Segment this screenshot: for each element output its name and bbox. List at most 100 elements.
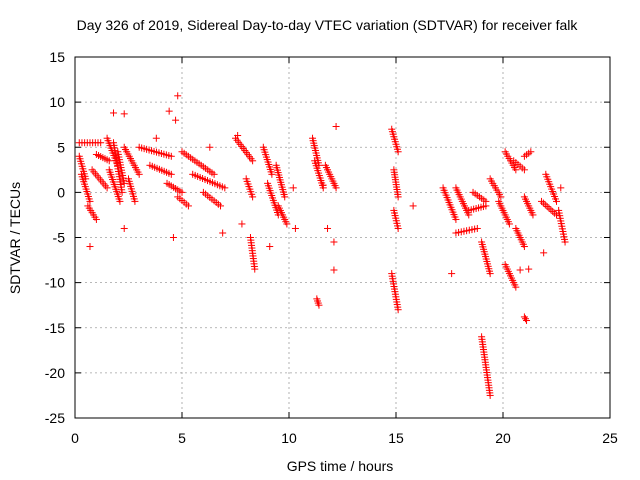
x-tick-label: 10 [281, 430, 297, 446]
data-point [452, 215, 460, 223]
data-point [217, 202, 225, 210]
data-point [486, 270, 494, 278]
data-point [538, 197, 546, 205]
data-point [394, 193, 402, 201]
data-point [86, 243, 94, 251]
points-layer [75, 92, 569, 399]
chart-title: Day 326 of 2019, Sidereal Day-to-day VTE… [77, 17, 579, 33]
data-point [135, 170, 143, 178]
data-point [206, 143, 214, 151]
data-point [110, 109, 118, 117]
data-point [545, 204, 553, 212]
data-point [234, 132, 242, 140]
data-point [529, 211, 537, 219]
data-point [520, 313, 528, 321]
data-point [547, 206, 555, 214]
data-point [394, 306, 402, 314]
data-point [541, 201, 549, 209]
data-point [105, 157, 113, 165]
data-point [543, 202, 551, 210]
data-point [221, 184, 229, 192]
data-point [516, 266, 524, 274]
data-point [172, 116, 180, 124]
data-point [324, 224, 332, 232]
data-point [97, 139, 105, 147]
data-point [210, 170, 218, 178]
data-point [219, 229, 227, 237]
data-point [330, 266, 338, 274]
x-tick-label: 20 [495, 430, 511, 446]
y-tick-label: -5 [53, 230, 66, 246]
data-point [249, 157, 257, 165]
y-tick-label: -10 [45, 275, 65, 291]
data-point [473, 224, 481, 232]
data-point [281, 193, 289, 201]
data-point [86, 197, 94, 205]
plot-frame [74, 56, 611, 419]
x-tick-label: 5 [178, 430, 186, 446]
y-tick-label: 10 [49, 94, 65, 110]
data-point [561, 238, 569, 246]
data-point [249, 193, 257, 201]
data-point [169, 234, 177, 241]
x-tick-label: 25 [602, 430, 618, 446]
data-point [283, 220, 291, 228]
data-point [520, 166, 528, 174]
data-point [291, 224, 299, 232]
data-point [174, 92, 182, 100]
data-point [505, 220, 513, 228]
data-point [512, 166, 520, 174]
grid-layer [75, 57, 610, 418]
data-point [315, 301, 323, 309]
data-point [103, 184, 111, 192]
data-point [527, 148, 535, 156]
y-tick-label: 15 [49, 49, 65, 65]
data-point [549, 208, 557, 216]
data-point [332, 184, 340, 192]
data-point [167, 152, 175, 160]
y-tick-label: -20 [45, 365, 65, 381]
data-point [521, 315, 529, 323]
data-point [394, 148, 402, 156]
data-point [131, 197, 139, 205]
data-point [525, 265, 533, 273]
data-point [266, 243, 274, 251]
y-tick-label: 5 [57, 139, 65, 155]
data-point [184, 202, 192, 210]
data-point [497, 193, 505, 201]
x-axis-label: GPS time / hours [287, 458, 394, 474]
y-tick-label: -15 [45, 320, 65, 336]
tick-layer: -25 -20 -15 -10 -5 0 5 10 15 0 5 10 15 20 25 [45, 49, 618, 446]
y-tick-label: -25 [45, 410, 65, 426]
y-axis-label: SDTVAR / TECUs [7, 182, 23, 294]
data-point [289, 184, 297, 192]
data-point [120, 110, 128, 118]
data-point [178, 188, 186, 196]
data-point [332, 122, 340, 130]
data-point [116, 197, 124, 205]
data-point [540, 249, 548, 257]
data-point [520, 243, 528, 251]
data-point [553, 197, 560, 205]
data-point [120, 224, 128, 232]
data-point [409, 202, 417, 210]
data-point [118, 188, 126, 196]
data-point [523, 317, 531, 325]
data-point [251, 265, 259, 273]
x-tick-label: 0 [71, 430, 79, 446]
data-point [486, 391, 494, 399]
data-point [512, 283, 520, 291]
data-point [482, 197, 490, 205]
data-point [448, 270, 456, 278]
data-point [238, 220, 246, 228]
data-point [152, 134, 160, 142]
data-point [539, 199, 547, 207]
data-point [319, 181, 327, 189]
y-tick-label: 0 [57, 184, 65, 200]
data-point [330, 238, 338, 246]
data-point [92, 215, 100, 223]
data-point [394, 224, 402, 232]
data-point [165, 107, 173, 115]
data-point [167, 170, 175, 178]
